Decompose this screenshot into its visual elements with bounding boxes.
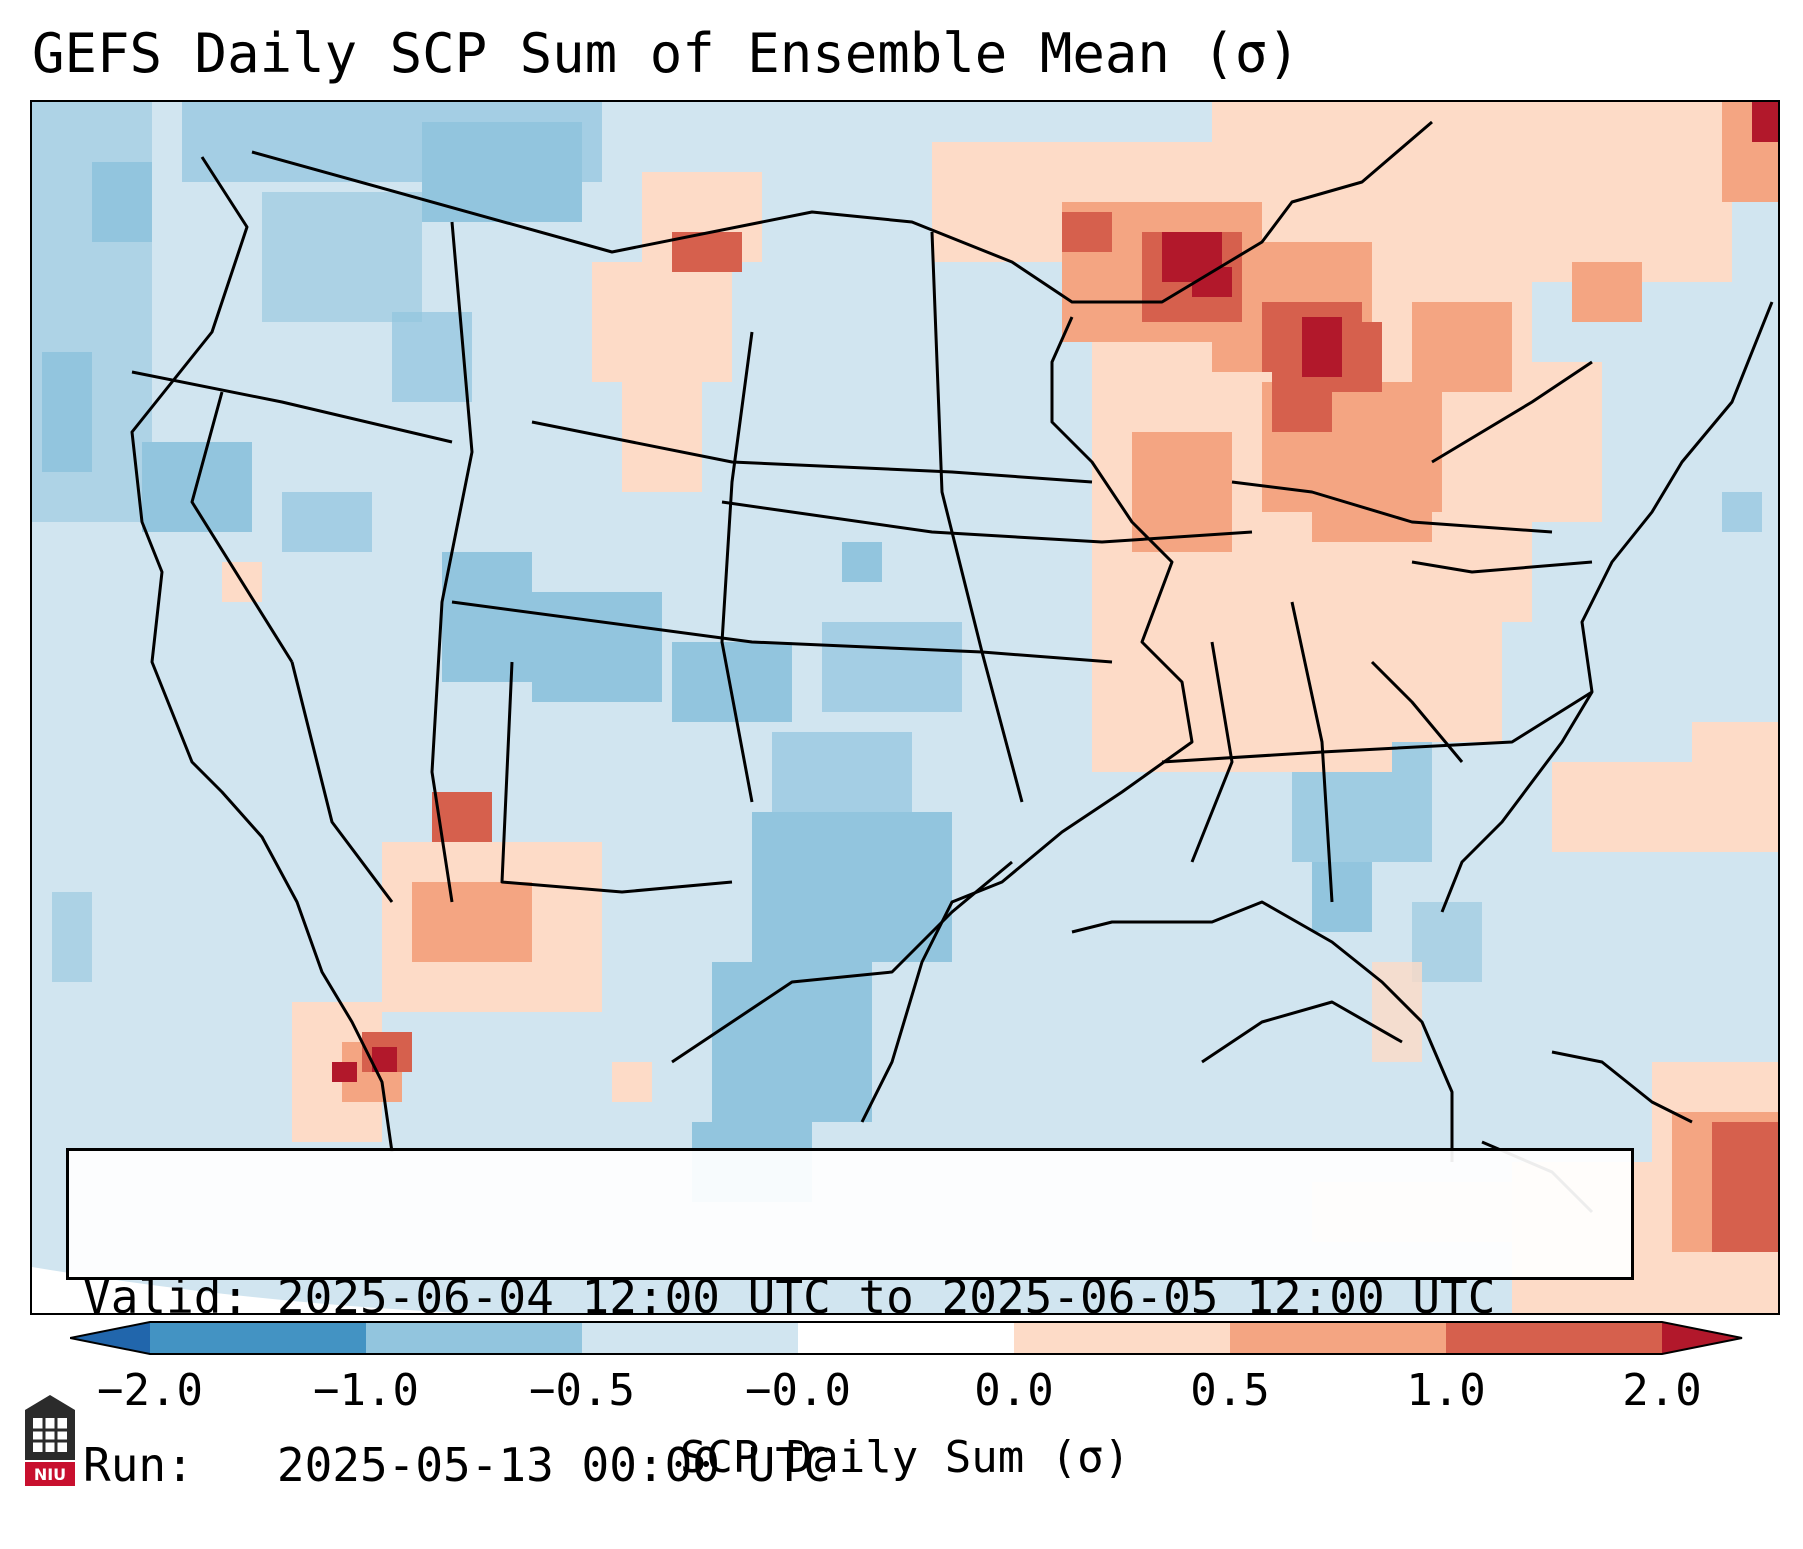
florida-coast bbox=[1201, 1000, 1403, 1064]
state-line-17 bbox=[1431, 360, 1593, 464]
niu-logo-text: NIU bbox=[34, 1465, 66, 1484]
state-line-12 bbox=[1190, 641, 1234, 863]
valid-run-info-box: Valid: 2025-06-04 12:00 UTC to 2025-06-0… bbox=[66, 1148, 1634, 1492]
domain-edge bbox=[32, 1267, 463, 1313]
state-line-15 bbox=[1161, 690, 1593, 764]
colorbar-bin-1 bbox=[150, 1322, 366, 1354]
state-line-11 bbox=[1231, 480, 1553, 534]
state-line-2 bbox=[190, 391, 294, 663]
central-divide bbox=[860, 316, 1194, 1123]
state-line-7 bbox=[500, 661, 733, 894]
colorbar-bin-6 bbox=[1230, 1322, 1446, 1354]
state-line-6 bbox=[451, 600, 1113, 664]
texas-coast bbox=[671, 860, 1013, 1064]
state-line-3 bbox=[290, 661, 394, 903]
colorbar-tick-5: 0.0 bbox=[974, 1365, 1054, 1416]
colorbar-tick-8: 2.0 bbox=[1622, 1365, 1702, 1416]
colorbar-tick-6: 0.5 bbox=[1190, 1365, 1270, 1416]
colorbar-bin-3 bbox=[582, 1322, 798, 1354]
east-coast bbox=[1440, 301, 1774, 913]
state-line-10 bbox=[721, 500, 1253, 544]
colorbar-tick-7: 1.0 bbox=[1406, 1365, 1486, 1416]
run-time: 2025-05-13 00:00 UTC bbox=[276, 1438, 831, 1492]
colorbar bbox=[70, 1321, 1743, 1355]
state-line-13 bbox=[1290, 601, 1334, 903]
state-line-8 bbox=[720, 331, 754, 803]
state-line-9 bbox=[930, 231, 1024, 803]
boundaries bbox=[130, 120, 1774, 1214]
valid-label: Valid: bbox=[83, 1270, 250, 1324]
state-line-4 bbox=[430, 221, 474, 903]
state-line-14 bbox=[1370, 660, 1464, 763]
colorbar-bin-4 bbox=[798, 1322, 1014, 1354]
west-coastline bbox=[130, 156, 394, 1153]
colorbar-tick-2: −1.0 bbox=[313, 1365, 419, 1416]
colorbar-bin-2 bbox=[366, 1322, 582, 1354]
valid-line: Valid: 2025-06-04 12:00 UTC to 2025-06-0… bbox=[83, 1269, 1617, 1325]
map-panel bbox=[30, 100, 1780, 1315]
colorbar-label: SCP Daily Sum (σ) bbox=[679, 1432, 1131, 1483]
niu-logo-icon: NIU bbox=[25, 1395, 75, 1486]
run-line: Run: 2025-05-13 00:00 UTC bbox=[83, 1437, 1617, 1493]
state-line-16 bbox=[1411, 560, 1593, 574]
state-line-1 bbox=[131, 370, 453, 444]
scp-map bbox=[32, 102, 1778, 1313]
colorbar-extend-low bbox=[70, 1322, 150, 1354]
colorbar-bin-7 bbox=[1446, 1322, 1662, 1354]
colorbar-extend-high bbox=[1662, 1322, 1742, 1354]
run-label: Run: bbox=[83, 1438, 194, 1492]
cuba-outline bbox=[1551, 1050, 1693, 1124]
colorbar-tick-3: −0.5 bbox=[529, 1365, 635, 1416]
map-title: GEFS Daily SCP Sum of Ensemble Mean (σ) bbox=[32, 22, 1300, 85]
gulf-coast bbox=[1071, 900, 1454, 1162]
state-line-5 bbox=[531, 420, 1093, 484]
colorbar-tick-4: −0.0 bbox=[745, 1365, 851, 1416]
colorbar-bin-5 bbox=[1014, 1322, 1230, 1354]
valid-range: 2025-06-04 12:00 UTC to 2025-06-05 12:00… bbox=[276, 1270, 1496, 1324]
colorbar-tick-1: −2.0 bbox=[97, 1365, 203, 1416]
northern-border bbox=[251, 120, 1433, 304]
